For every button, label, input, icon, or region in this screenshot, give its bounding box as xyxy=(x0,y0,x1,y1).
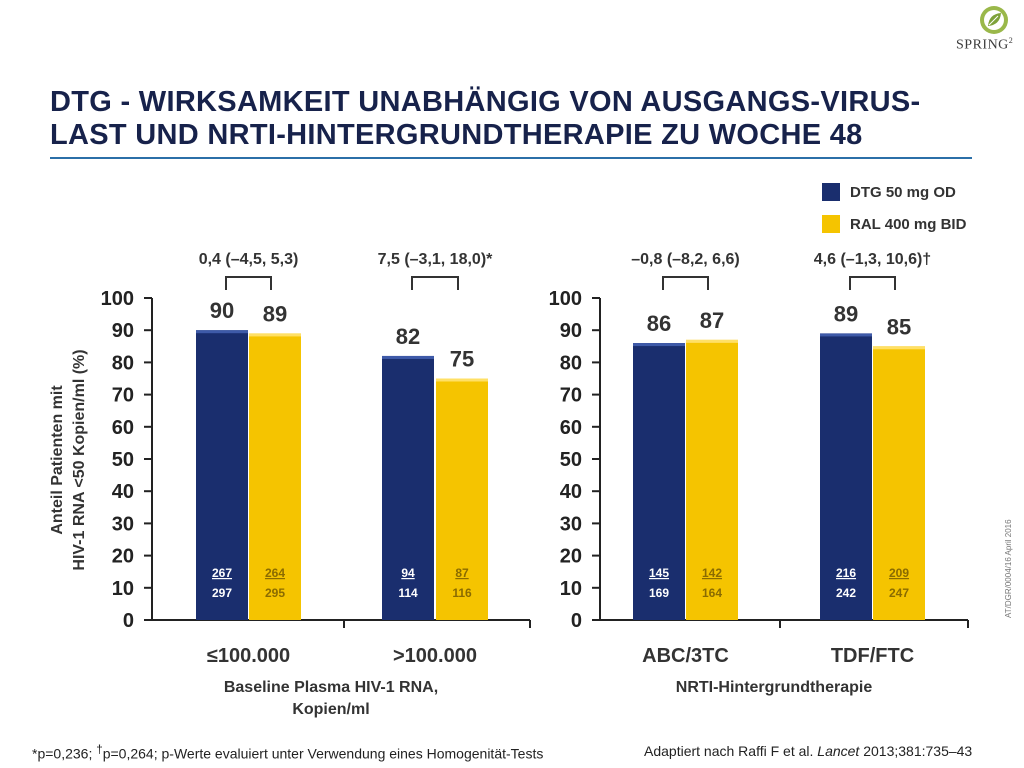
y-tick-label: 50 xyxy=(560,449,582,471)
bar-value-label: 86 xyxy=(647,311,671,336)
bar-n-label: 87 xyxy=(455,566,469,580)
y-tick-label: 70 xyxy=(560,385,582,407)
y-tick-label: 10 xyxy=(112,578,134,600)
x-axis-title-line2: Kopien/ml xyxy=(292,701,369,718)
page-title: DTG - WIRKSAMKEIT UNABHÄNGIG VON AUSGANG… xyxy=(50,86,990,152)
bar-N-label: 297 xyxy=(212,586,232,600)
x-axis-title: NRTI-Hintergrundtherapie xyxy=(676,679,873,696)
y-tick-label: 100 xyxy=(549,288,582,310)
bar-N-label: 295 xyxy=(265,586,285,600)
bar-dtg xyxy=(820,333,872,620)
difference-label: 4,6 (–1,3, 10,6)† xyxy=(814,251,931,268)
bar-highlight xyxy=(686,339,738,343)
bar-highlight xyxy=(382,355,434,359)
difference-label: 7,5 (–3,1, 18,0)* xyxy=(378,251,494,268)
bar-n-label: 264 xyxy=(265,566,285,580)
bar-value-label: 89 xyxy=(834,301,858,326)
y-tick-label: 100 xyxy=(101,288,134,310)
bar-value-label: 89 xyxy=(263,301,287,326)
y-axis-title-line2: HIV-1 RNA <50 Kopien/ml (%) xyxy=(71,349,88,570)
bar-value-label: 87 xyxy=(700,308,724,333)
bar-ral xyxy=(249,333,301,620)
bar-n-label: 209 xyxy=(889,566,909,580)
chart-panel-2: 0 10 20 30 40 50 60 70 80 90 100 86 145 169 87 142 164 AB… xyxy=(549,251,969,696)
y-tick-label: 60 xyxy=(112,417,134,439)
legend-item-dtg: DTG 50 mg OD xyxy=(822,182,956,202)
bar-n-label: 216 xyxy=(836,566,856,580)
y-tick-label: 90 xyxy=(112,320,134,342)
bar-n-label: 142 xyxy=(702,566,722,580)
category-label: ≤100.000 xyxy=(207,645,290,667)
title-divider xyxy=(50,157,972,159)
spring-logo-icon xyxy=(980,6,1008,34)
footnote: *p=0,236; †p=0,264; p-Werte evaluiert un… xyxy=(32,743,544,762)
bar-n-label: 94 xyxy=(401,566,415,580)
y-tick-label: 40 xyxy=(112,481,134,503)
difference-label: –0,8 (–8,2, 6,6) xyxy=(631,251,740,268)
category-label: ABC/3TC xyxy=(642,645,729,667)
y-tick-label: 80 xyxy=(112,352,134,374)
document-code: AT/DGR/0004/16 April 2016 xyxy=(1004,519,1013,618)
bar-value-label: 90 xyxy=(210,298,234,323)
y-tick-label: 40 xyxy=(560,481,582,503)
y-tick-label: 30 xyxy=(112,513,134,535)
chart-panel-1: 0 10 20 30 40 50 60 70 80 90 100 90 267 297 89 264 295 ≤1… xyxy=(49,251,531,718)
significance-bracket xyxy=(662,276,709,290)
legend-label-ral: RAL 400 mg BID xyxy=(850,215,967,233)
y-tick-label: 20 xyxy=(560,546,582,568)
bar-N-label: 116 xyxy=(452,586,472,600)
legend-item-ral: RAL 400 mg BID xyxy=(822,214,966,234)
bar-highlight xyxy=(249,333,301,337)
bar-value-label: 82 xyxy=(396,324,420,349)
y-tick-label: 0 xyxy=(123,610,134,632)
y-tick-label: 50 xyxy=(112,449,134,471)
spring-logo-text: SPRING2 xyxy=(956,36,1014,53)
legend-label-dtg: DTG 50 mg OD xyxy=(850,183,956,201)
x-axis-title: Baseline Plasma HIV-1 RNA, xyxy=(224,679,438,696)
y-tick-label: 80 xyxy=(560,352,582,374)
y-tick-label: 70 xyxy=(112,385,134,407)
difference-label: 0,4 (–4,5, 5,3) xyxy=(199,251,299,268)
y-axis-title-line1: Anteil Patienten mit xyxy=(49,385,66,535)
y-tick-label: 30 xyxy=(560,513,582,535)
bar-ral xyxy=(436,378,488,620)
bar-N-label: 114 xyxy=(398,586,418,600)
bar-highlight xyxy=(820,333,872,337)
significance-bracket xyxy=(225,276,272,290)
significance-bracket xyxy=(411,276,459,290)
bar-highlight xyxy=(196,330,248,334)
bar-N-label: 247 xyxy=(889,586,909,600)
bar-N-label: 242 xyxy=(836,586,856,600)
significance-bracket xyxy=(849,276,896,290)
bar-highlight xyxy=(873,346,925,350)
legend-swatch-ral xyxy=(822,215,840,233)
bar-n-label: 145 xyxy=(649,566,669,580)
y-tick-label: 90 xyxy=(560,320,582,342)
title-line-1: DTG - WIRKSAMKEIT UNABHÄNGIG VON AUSGANG… xyxy=(50,86,921,118)
category-label: TDF/FTC xyxy=(831,645,914,667)
bar-N-label: 164 xyxy=(702,586,722,600)
title-line-2: LAST UND NRTI-HINTERGRUNDTHERAPIE ZU WOC… xyxy=(50,119,863,151)
bar-dtg xyxy=(196,330,248,620)
y-tick-label: 60 xyxy=(560,417,582,439)
bar-value-label: 75 xyxy=(450,347,474,372)
bar-n-label: 267 xyxy=(212,566,232,580)
y-axis-title: Anteil Patienten mit HIV-1 RNA <50 Kopien… xyxy=(49,349,88,570)
source-citation: Adaptiert nach Raffi F et al. Lancet 201… xyxy=(644,743,973,759)
y-tick-label: 20 xyxy=(112,546,134,568)
bar-ral xyxy=(686,339,738,620)
bar-dtg xyxy=(382,355,434,620)
bar-N-label: 169 xyxy=(649,586,669,600)
category-label: >100.000 xyxy=(393,645,477,667)
bar-highlight xyxy=(436,378,488,382)
bar-highlight xyxy=(633,343,685,347)
bar-value-label: 85 xyxy=(887,314,911,339)
bar-dtg xyxy=(633,343,685,620)
bar-ral xyxy=(873,346,925,620)
y-tick-label: 10 xyxy=(560,578,582,600)
legend-swatch-dtg xyxy=(822,183,840,201)
y-tick-label: 0 xyxy=(571,610,582,632)
